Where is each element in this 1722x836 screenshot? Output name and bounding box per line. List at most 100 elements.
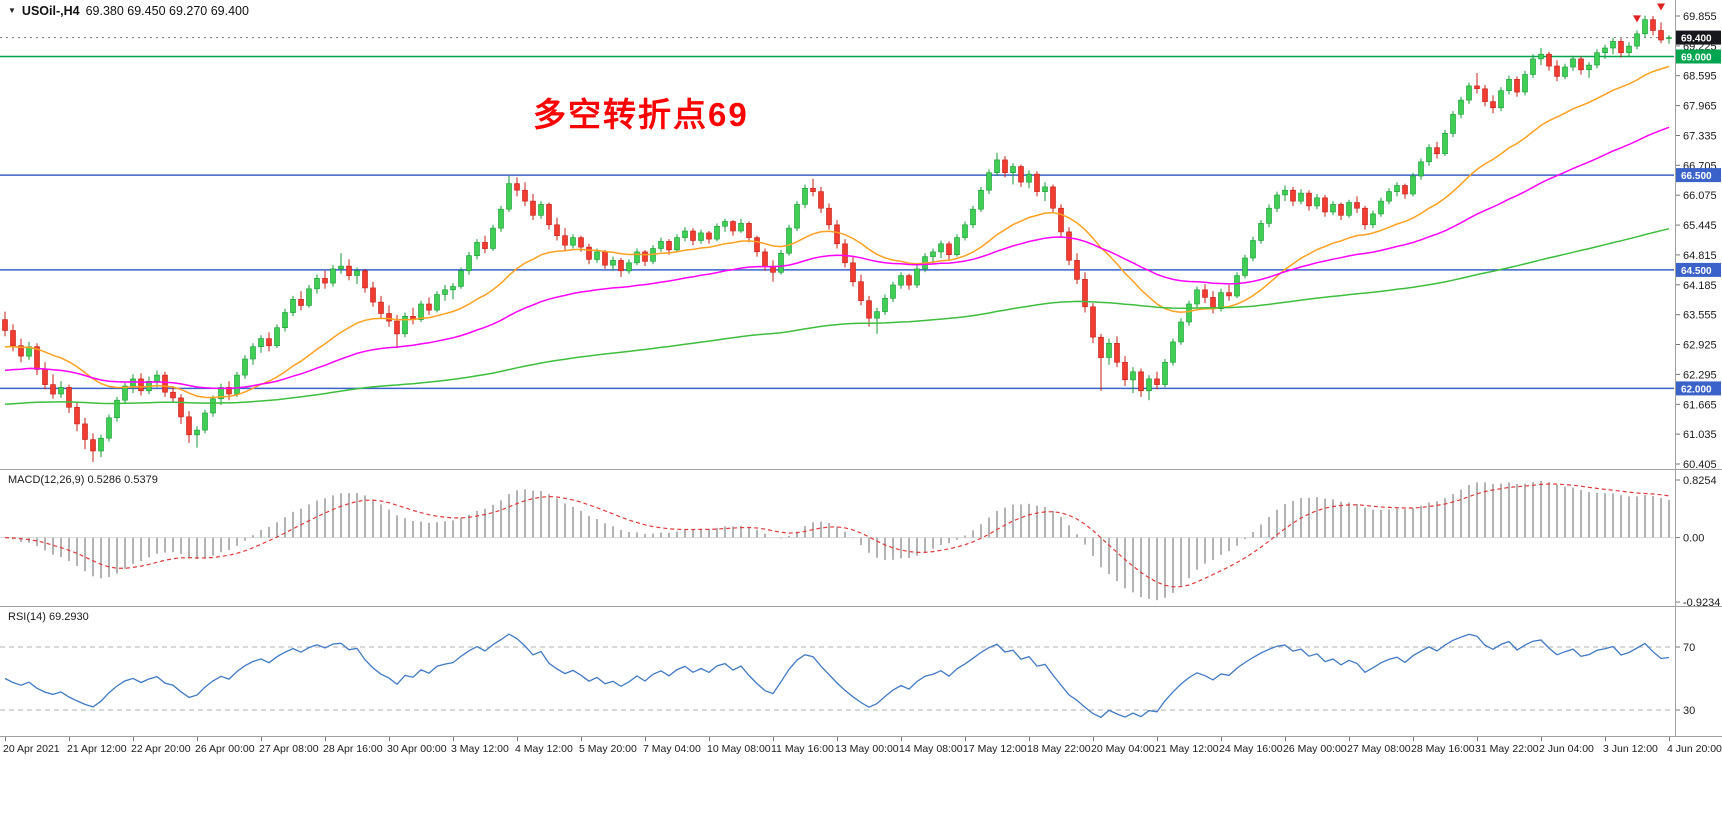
time-tick [965, 737, 966, 741]
main-chart-panel[interactable]: 69.855 69.225 68.595 67.965 67.335 66.705 66.0… [0, 0, 1722, 470]
svg-text:64.500: 64.500 [1681, 266, 1712, 277]
time-tick [1669, 737, 1670, 741]
svg-text:62.000: 62.000 [1681, 384, 1712, 395]
svg-text:62.295: 62.295 [1683, 369, 1717, 381]
candles [2, 15, 1672, 462]
time-tick [1221, 737, 1222, 741]
current-price-tag: 69.400 [1676, 30, 1721, 45]
chart-title: ▼ USOil-,H4 69.380 69.450 69.270 69.400 [8, 4, 249, 18]
time-label: 5 May 20:00 [579, 743, 637, 755]
red-arrow-annotation[interactable] [1657, 3, 1665, 11]
time-label: 4 Jun 20:00 [1667, 743, 1722, 755]
time-tick [5, 737, 6, 741]
svg-text:68.595: 68.595 [1683, 71, 1717, 83]
price-chart-canvas[interactable]: 69.85569.22568.59567.96567.33566.70566.0… [0, 0, 1722, 470]
macd-histogram [12, 480, 1670, 601]
macd-canvas[interactable]: 0.8254 0.00 -0.9234 [0, 470, 1722, 607]
time-tick [325, 737, 326, 741]
time-tick [645, 737, 646, 741]
time-label: 26 Apr 00:00 [195, 743, 255, 755]
macd-axis-label: 0.8254 [1683, 475, 1717, 487]
time-label: 28 May 16:00 [1411, 743, 1475, 755]
price-axis[interactable]: 69.85569.22568.59567.96567.33566.70566.0… [1676, 11, 1717, 470]
macd-axis-label: -0.9234 [1683, 597, 1720, 607]
macd-axis-label: 0.00 [1683, 533, 1704, 545]
time-label: 21 Apr 12:00 [67, 743, 127, 755]
svg-text:69.000: 69.000 [1681, 53, 1712, 64]
time-tick [1029, 737, 1030, 741]
svg-text:69.855: 69.855 [1683, 11, 1717, 23]
time-tick [709, 737, 710, 741]
time-tick [1349, 737, 1350, 741]
time-label: 21 May 12:00 [1155, 743, 1219, 755]
price-level-tag: 64.500 [1676, 262, 1721, 277]
time-label: 7 May 04:00 [643, 743, 701, 755]
time-label: 26 May 00:00 [1283, 743, 1347, 755]
time-label: 27 Apr 08:00 [259, 743, 319, 755]
time-label: 27 May 08:00 [1347, 743, 1411, 755]
svg-text:62.925: 62.925 [1683, 340, 1717, 352]
time-label: 10 May 08:00 [707, 743, 771, 755]
svg-text:61.035: 61.035 [1683, 429, 1717, 441]
rsi-canvas[interactable]: 70 30 [0, 607, 1722, 737]
time-label: 3 May 12:00 [451, 743, 509, 755]
time-tick [1157, 737, 1158, 741]
time-tick [581, 737, 582, 741]
time-label: 11 May 16:00 [771, 743, 834, 755]
time-tick [773, 737, 774, 741]
ma-fast-line[interactable] [4, 65, 1670, 399]
svg-text:64.185: 64.185 [1683, 280, 1717, 292]
time-tick [1477, 737, 1478, 741]
rsi-panel[interactable]: 70 30 [0, 607, 1722, 737]
time-label: 14 May 08:00 [899, 743, 963, 755]
macd-panel[interactable]: 0.8254 0.00 -0.9234 [0, 470, 1722, 607]
macd-indicator-label: MACD(12,26,9) 0.5286 0.5379 [8, 474, 158, 486]
time-label: 13 May 00:00 [835, 743, 899, 755]
time-label: 4 May 12:00 [515, 743, 573, 755]
ma-medium-line[interactable] [4, 126, 1670, 390]
time-tick [389, 737, 390, 741]
time-tick [1285, 737, 1286, 741]
red-arrow-annotation[interactable] [1633, 15, 1641, 23]
time-label: 17 May 12:00 [963, 743, 1027, 755]
rsi-axis-label: 70 [1683, 642, 1695, 654]
time-tick [453, 737, 454, 741]
time-tick [1093, 737, 1094, 741]
time-label: 30 Apr 00:00 [387, 743, 447, 755]
rsi-line [4, 633, 1670, 719]
time-label: 2 Jun 04:00 [1539, 743, 1594, 755]
time-axis[interactable]: 20 Apr 2021 21 Apr 12:00 22 Apr 20:00 26 Ap… [0, 737, 1722, 761]
time-label: 31 May 22:00 [1475, 743, 1539, 755]
price-level-tag: 69.000 [1676, 49, 1721, 64]
chart-marker-icon: ▼ [8, 6, 16, 15]
svg-text:64.815: 64.815 [1683, 250, 1717, 262]
svg-text:67.335: 67.335 [1683, 131, 1717, 143]
svg-text:61.665: 61.665 [1683, 399, 1717, 411]
price-level-tag: 66.500 [1676, 168, 1721, 183]
price-level-tag: 62.000 [1676, 381, 1721, 396]
svg-text:66.500: 66.500 [1681, 171, 1712, 182]
chart-text-annotation[interactable]: 多空转折点69 [533, 96, 749, 133]
rsi-axis-label: 30 [1683, 705, 1695, 717]
time-tick [69, 737, 70, 741]
time-label: 24 May 16:00 [1219, 743, 1283, 755]
time-tick [837, 737, 838, 741]
svg-text:66.075: 66.075 [1683, 190, 1717, 202]
svg-text:67.965: 67.965 [1683, 101, 1717, 113]
time-tick [901, 737, 902, 741]
time-label: 20 Apr 2021 [3, 743, 60, 755]
time-tick [1541, 737, 1542, 741]
time-label: 28 Apr 16:00 [323, 743, 383, 755]
time-tick [1413, 737, 1414, 741]
time-tick [133, 737, 134, 741]
ma-slow-line[interactable] [4, 227, 1670, 405]
svg-text:60.405: 60.405 [1683, 459, 1717, 470]
ohlc-values-label: 69.380 69.450 69.270 69.400 [85, 4, 249, 18]
time-tick [261, 737, 262, 741]
macd-signal-line [4, 483, 1670, 588]
time-label: 18 May 22:00 [1027, 743, 1091, 755]
svg-text:65.445: 65.445 [1683, 220, 1717, 232]
rsi-indicator-label: RSI(14) 69.2930 [8, 611, 89, 623]
time-tick [197, 737, 198, 741]
